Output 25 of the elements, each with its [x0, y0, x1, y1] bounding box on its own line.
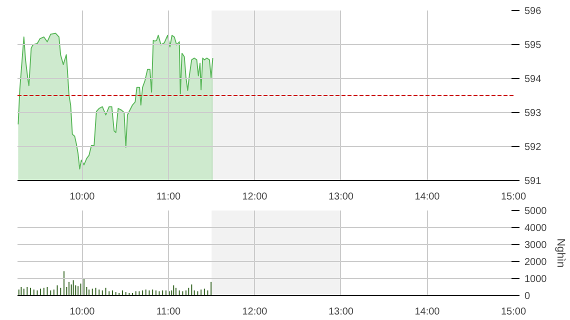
x-tick-label: 10:00: [70, 306, 96, 318]
y-tick-label: 592: [524, 142, 542, 153]
x-tick-label: 15:00: [500, 192, 526, 202]
x-tick-label: 10:00: [70, 192, 96, 202]
y-tick-label: 593: [524, 108, 542, 119]
y-axis-title: Nghìn: [554, 238, 567, 268]
x-tick-label: 14:00: [414, 192, 440, 202]
y-tick-label: 4000: [524, 223, 548, 234]
x-tick-label: 13:00: [328, 192, 354, 202]
x-tick-label: 14:00: [414, 306, 440, 318]
y-tick-label: 594: [524, 74, 542, 85]
x-tick-label: 15:00: [500, 306, 526, 318]
y-tick-label: 2000: [524, 257, 548, 268]
x-tick-label: 11:00: [156, 192, 182, 202]
x-tick-label: 11:00: [156, 306, 182, 318]
y-tick-label: 0: [524, 291, 530, 302]
x-tick-label: 13:00: [328, 306, 354, 318]
y-tick-label: 3000: [524, 240, 548, 251]
y-tick-label: 596: [524, 6, 542, 17]
y-tick-label: 1000: [524, 274, 548, 285]
y-tick-label: 595: [524, 40, 542, 51]
x-tick-label: 12:00: [242, 192, 268, 202]
y-tick-label: 591: [524, 176, 542, 187]
x-tick-label: 12:00: [242, 306, 268, 318]
y-tick-label: 5000: [524, 206, 548, 217]
